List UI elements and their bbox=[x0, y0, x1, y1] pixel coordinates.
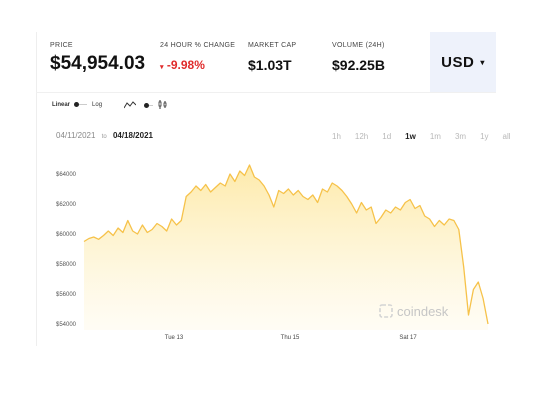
linear-option[interactable]: Linear bbox=[52, 102, 71, 108]
caret-down-icon: ▾ bbox=[480, 57, 485, 67]
date-to[interactable]: 04/18/2021 bbox=[112, 131, 153, 140]
coindesk-watermark: coindesk bbox=[379, 304, 449, 319]
period-selector: 1h 12h 1d 1w 1m 3m 1y all bbox=[318, 132, 511, 141]
scale-toggle[interactable]: Linear Log bbox=[52, 102, 102, 108]
market-cap-value: $1.03T bbox=[248, 57, 292, 73]
change-value: ▾ -9.98% bbox=[160, 58, 235, 72]
market-cap-stat: MARKET CAP $1.03T bbox=[248, 42, 296, 73]
volume-stat: VOLUME (24H) $92.25B bbox=[332, 42, 385, 73]
candlestick-chart-icon[interactable] bbox=[158, 100, 168, 111]
scale-switch[interactable] bbox=[74, 102, 88, 107]
period-12h[interactable]: 12h bbox=[354, 132, 369, 141]
change-stat: 24 HOUR % CHANGE ▾ -9.98% bbox=[160, 42, 235, 72]
currency-value: USD bbox=[441, 53, 475, 71]
volume-value: $92.25B bbox=[332, 57, 385, 73]
price-area-fill bbox=[84, 165, 488, 330]
currency-select[interactable]: USD ▾ bbox=[430, 32, 496, 92]
y-tick-label: $56000 bbox=[56, 292, 77, 298]
y-tick-label: $64000 bbox=[56, 172, 77, 178]
date-range-separator: to bbox=[101, 134, 107, 140]
change-value-text: -9.98% bbox=[166, 58, 205, 72]
price-series-line bbox=[83, 164, 489, 325]
coindesk-logo-text: coindesk bbox=[397, 304, 449, 319]
period-1h[interactable]: 1h bbox=[332, 132, 341, 141]
period-all[interactable]: all bbox=[502, 132, 511, 141]
header-divider bbox=[36, 92, 496, 93]
date-range[interactable]: 04/11/2021 to 04/18/2021 bbox=[56, 131, 153, 140]
y-tick-label: $62000 bbox=[56, 202, 77, 208]
y-tick-label: $60000 bbox=[56, 232, 77, 238]
market-cap-label: MARKET CAP bbox=[248, 42, 297, 49]
y-tick-label: $54000 bbox=[56, 322, 77, 328]
price-label: PRICE bbox=[50, 42, 73, 49]
chart-type-selector bbox=[123, 100, 172, 111]
x-tick-label: Tue 13 bbox=[165, 335, 184, 341]
date-from[interactable]: 04/11/2021 bbox=[56, 131, 96, 140]
y-tick-label: $58000 bbox=[56, 262, 77, 268]
change-label: 24 HOUR % CHANGE bbox=[160, 42, 236, 49]
price-value: $54,954.03 bbox=[50, 53, 146, 74]
x-tick-label: Thu 15 bbox=[281, 335, 300, 341]
line-chart-icon[interactable] bbox=[123, 100, 137, 111]
chart-type-switch[interactable] bbox=[144, 102, 154, 108]
x-tick-label: Sat 17 bbox=[399, 335, 417, 341]
period-1d[interactable]: 1d bbox=[382, 132, 392, 141]
price-stat: PRICE $54,954.03 bbox=[50, 42, 145, 75]
period-1w[interactable]: 1w bbox=[405, 132, 416, 141]
period-1y[interactable]: 1y bbox=[480, 132, 489, 141]
log-option[interactable]: Log bbox=[92, 102, 103, 108]
volume-label: VOLUME (24H) bbox=[332, 42, 385, 49]
stats-header: PRICE $54,954.03 24 HOUR % CHANGE ▾ -9.9… bbox=[36, 32, 496, 92]
period-3m[interactable]: 3m bbox=[454, 132, 467, 141]
down-triangle-icon: ▾ bbox=[160, 64, 164, 71]
period-1m[interactable]: 1m bbox=[429, 132, 441, 141]
